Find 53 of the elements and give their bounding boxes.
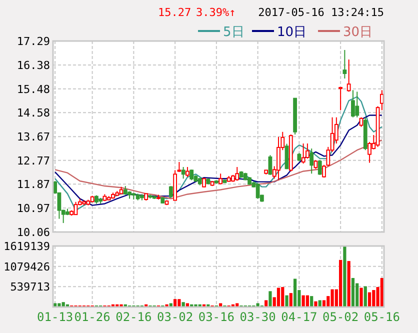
bar <box>318 300 322 307</box>
x-tick-label: 05-02 <box>322 310 359 324</box>
y-tick-label: 10.06 <box>16 226 50 239</box>
bar <box>302 295 305 307</box>
y-tick-label: 13.67 <box>16 130 50 144</box>
text: 2017-05-16 13:24:15 <box>258 6 384 19</box>
bar <box>322 300 326 307</box>
y-tick-label: 11.87 <box>16 178 50 192</box>
bar <box>264 300 268 307</box>
bar <box>330 289 334 307</box>
bar <box>285 295 288 307</box>
bar <box>268 291 272 307</box>
bar <box>364 286 367 307</box>
bar <box>289 293 292 307</box>
bar <box>347 261 350 307</box>
x-tick-label: 03-02 <box>156 310 194 324</box>
bar <box>368 292 372 307</box>
bar <box>339 260 342 307</box>
bar <box>178 299 181 307</box>
text: 3.39%↑ <box>196 6 236 19</box>
x-tick-label: 01-13 <box>37 310 74 324</box>
y-tick-label: 16.38 <box>16 59 50 72</box>
y-tick-label: 14.58 <box>16 106 50 120</box>
bar <box>276 288 280 307</box>
x-tick-label: 02-16 <box>116 310 152 324</box>
bar <box>310 296 314 307</box>
bar <box>314 301 318 307</box>
bar <box>174 299 177 307</box>
y-tick-label: 1619139 <box>4 240 50 253</box>
bar <box>306 295 310 307</box>
bar <box>351 278 355 307</box>
legend-label: 30日 <box>343 25 373 40</box>
y-tick-label: 10.97 <box>16 202 50 215</box>
legend-label: 5日 <box>223 25 244 40</box>
y-tick-label: 1079426 <box>4 260 50 274</box>
x-tick-label: 04-17 <box>281 310 318 324</box>
text: 15.27 <box>158 6 192 19</box>
y-tick-label: 539713 <box>10 280 50 294</box>
bar <box>281 287 284 307</box>
bar <box>293 278 297 307</box>
x-tick-label: 01-26 <box>74 310 110 324</box>
y-tick-label: 15.48 <box>16 82 50 96</box>
bar <box>372 290 376 307</box>
bar <box>360 288 363 307</box>
legend-label: 10日 <box>277 25 307 40</box>
y-tick-label: 17.29 <box>16 35 50 48</box>
bar <box>380 278 384 307</box>
y-tick-label: 12.77 <box>16 154 50 168</box>
x-tick-label: 03-30 <box>240 310 276 324</box>
x-tick-label: 05-16 <box>364 310 400 324</box>
bar <box>343 246 346 307</box>
x-tick-label: 03-16 <box>198 310 234 324</box>
bar <box>58 303 61 307</box>
